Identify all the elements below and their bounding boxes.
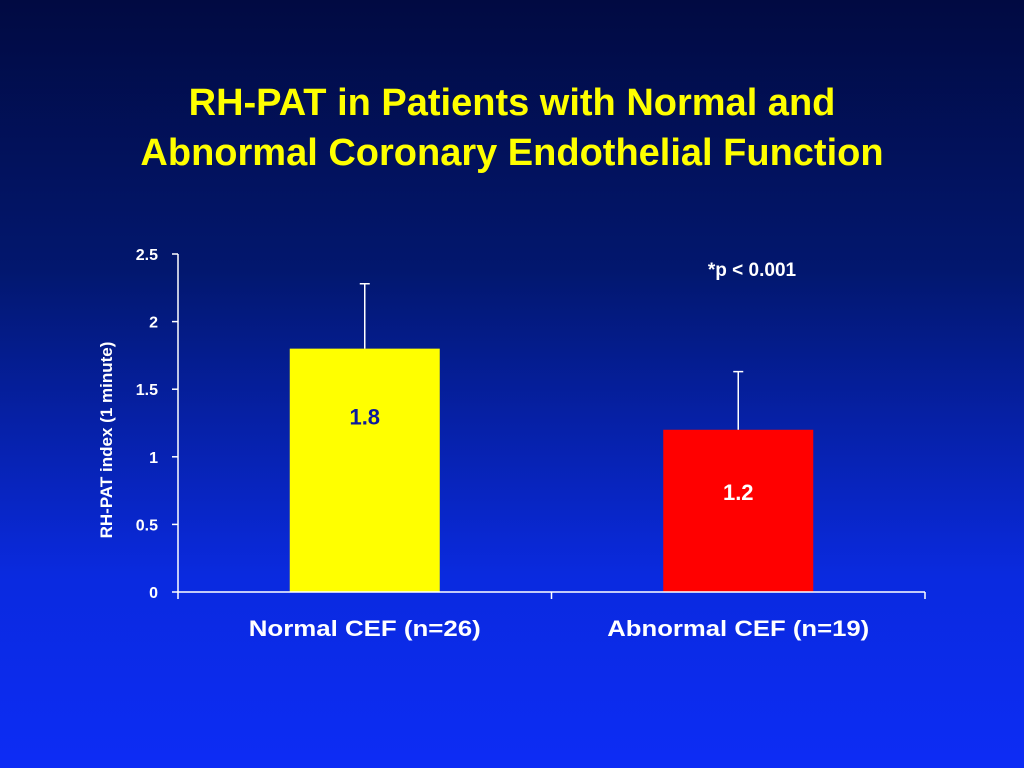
y-tick-label-6: 2.5 (136, 247, 158, 264)
y-tick-label-5: 2 (149, 315, 158, 332)
y-tick-label-1: 0 (149, 585, 158, 602)
slide-title: RH-PAT in Patients with Normal and Abnor… (0, 78, 1024, 178)
slide-title-line-1: RH-PAT in Patients with Normal and (188, 82, 836, 124)
y-tick-label-3: 1 (149, 450, 158, 467)
slide-title-line-2: Abnormal Coronary Endothelial Function (140, 132, 884, 174)
y-tick-label-4: 1.5 (136, 382, 158, 399)
data-label-2: 1.2 (723, 480, 754, 505)
bar-1 (289, 348, 440, 592)
y-axis-title: RH-PAT index (1 minute) (97, 342, 116, 539)
significance-annotation: *p < 0.001 (708, 260, 797, 281)
data-label-1: 1.8 (349, 405, 380, 430)
y-tick-label-2: 0.5 (136, 517, 158, 534)
x-tick-label-1: Normal CEF (n=26) (249, 616, 481, 641)
x-tick-label-2: Abnormal CEF (n=19) (607, 616, 869, 641)
bar-2 (663, 429, 814, 592)
